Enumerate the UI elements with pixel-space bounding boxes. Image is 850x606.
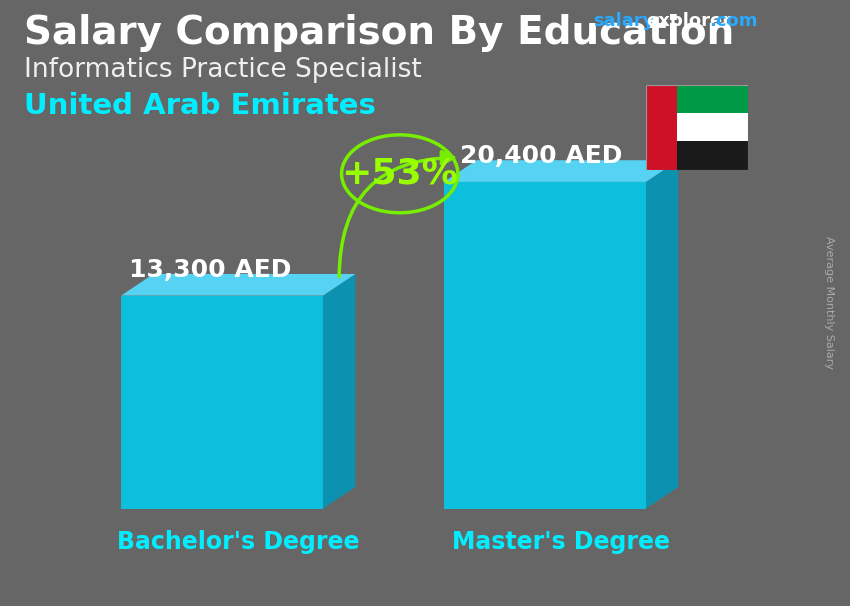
Bar	[677, 141, 748, 170]
Text: Salary Comparison By Education: Salary Comparison By Education	[24, 13, 734, 52]
Bar	[677, 113, 748, 141]
Text: .com: .com	[709, 12, 757, 30]
FancyBboxPatch shape	[0, 0, 808, 606]
Polygon shape	[121, 296, 323, 508]
Polygon shape	[121, 274, 355, 296]
Text: 13,300 AED: 13,300 AED	[129, 258, 292, 282]
Text: United Arab Emirates: United Arab Emirates	[24, 92, 376, 120]
Text: Informatics Practice Specialist: Informatics Practice Specialist	[24, 57, 422, 83]
Text: +53%: +53%	[342, 157, 458, 191]
Bar	[677, 85, 748, 113]
Text: Average Monthly Salary: Average Monthly Salary	[824, 236, 834, 370]
Polygon shape	[445, 182, 646, 508]
Text: Bachelor's Degree: Bachelor's Degree	[117, 530, 360, 554]
Polygon shape	[646, 160, 678, 508]
Polygon shape	[323, 274, 355, 508]
Polygon shape	[445, 160, 678, 182]
Text: salary: salary	[593, 12, 654, 30]
Text: 20,400 AED: 20,400 AED	[461, 144, 623, 168]
Text: Master's Degree: Master's Degree	[452, 530, 670, 554]
Text: explorer: explorer	[646, 12, 731, 30]
Bar	[646, 85, 677, 170]
